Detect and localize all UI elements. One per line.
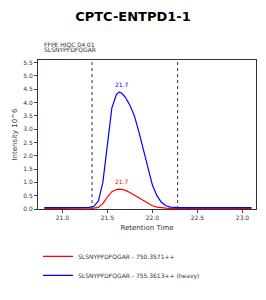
svg-text:22.5: 22.5 <box>191 214 205 221</box>
svg-text:21.7: 21.7 <box>115 81 129 88</box>
svg-text:FFPE HIQC 04 01: FFPE HIQC 04 01 <box>44 41 95 48</box>
svg-text:5.0: 5.0 <box>23 72 33 79</box>
svg-text:0.0: 0.0 <box>23 205 33 212</box>
svg-text:2.0: 2.0 <box>23 152 33 159</box>
svg-text:22.0: 22.0 <box>146 214 160 221</box>
svg-text:23.0: 23.0 <box>236 214 250 221</box>
svg-text:Retention Time: Retention Time <box>120 224 173 232</box>
svg-text:CPTC-ENTPD1-1: CPTC-ENTPD1-1 <box>75 9 191 24</box>
svg-text:5.5: 5.5 <box>23 59 33 66</box>
svg-text:Intensity 10^6: Intensity 10^6 <box>11 108 19 160</box>
svg-text:21.0: 21.0 <box>56 214 70 221</box>
svg-text:21.5: 21.5 <box>101 214 115 221</box>
svg-text:2.5: 2.5 <box>23 139 33 146</box>
svg-text:3.5: 3.5 <box>23 112 33 119</box>
svg-text:4.5: 4.5 <box>23 85 33 92</box>
svg-text:1.0: 1.0 <box>23 178 33 185</box>
svg-text:SLSNYPFDFQGAR: SLSNYPFDFQGAR <box>44 46 96 53</box>
svg-text:SLSNYPFDFQGAR - 750.3571++: SLSNYPFDFQGAR - 750.3571++ <box>78 253 175 260</box>
svg-text:3.0: 3.0 <box>23 125 33 132</box>
svg-text:4.0: 4.0 <box>23 99 33 106</box>
svg-text:SLSNYPFDFQGAR - 755.3613++ (he: SLSNYPFDFQGAR - 755.3613++ (heavy) <box>78 272 199 280</box>
svg-text:21.7: 21.7 <box>115 178 129 185</box>
svg-text:1.5: 1.5 <box>23 165 33 172</box>
svg-text:0.5: 0.5 <box>23 192 33 199</box>
